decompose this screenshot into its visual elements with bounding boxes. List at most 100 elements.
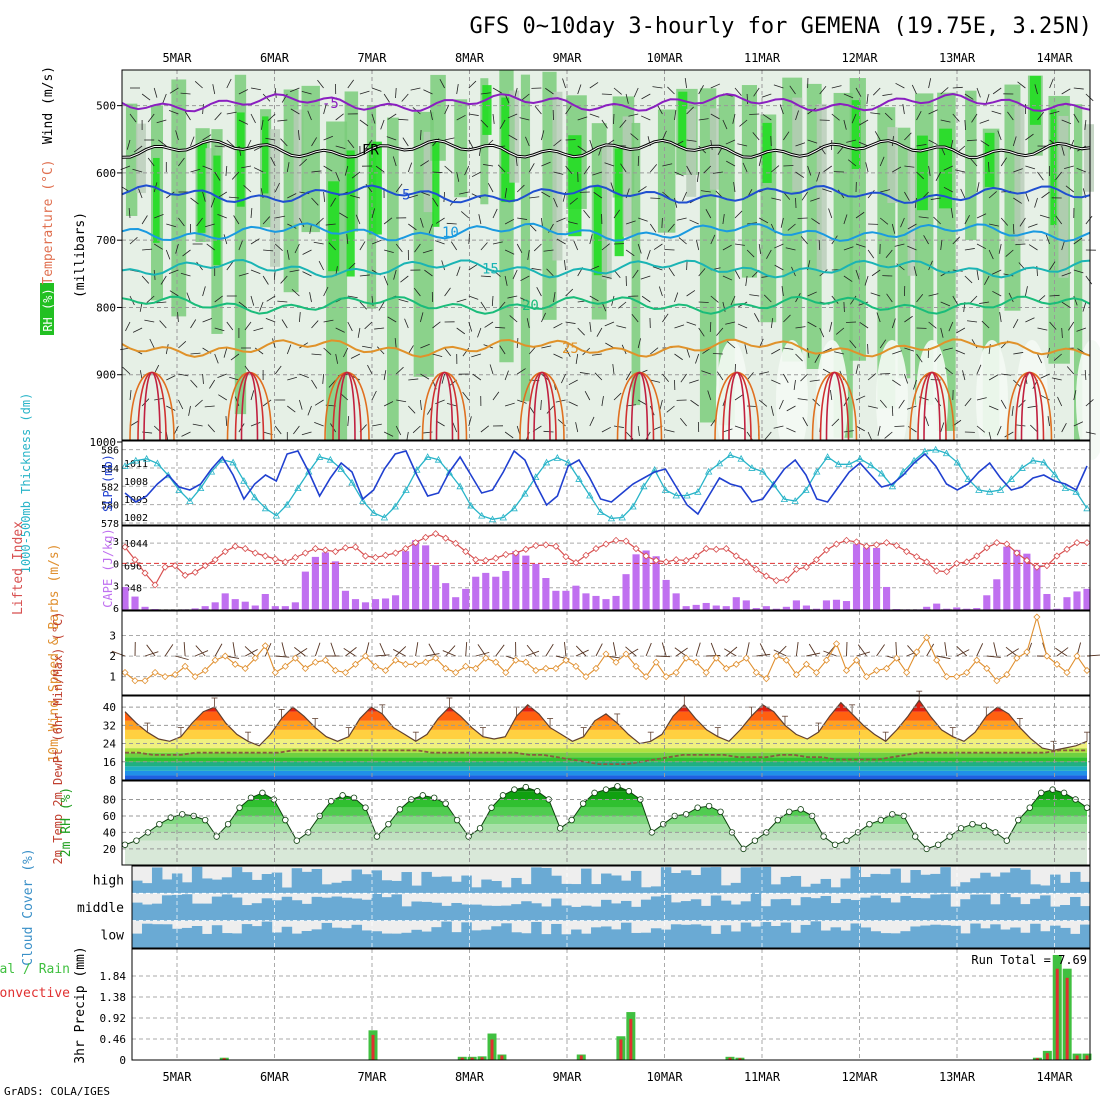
wind-barb <box>250 238 260 245</box>
wind-barb <box>156 119 167 124</box>
wind-barb <box>964 248 975 251</box>
wind-speed-point <box>812 668 821 677</box>
slp-tick-label: 1008 <box>124 477 148 488</box>
cloud-layer-cell <box>241 905 253 921</box>
thickness-point <box>791 497 799 504</box>
wind-barb <box>311 170 322 173</box>
wind-barb <box>521 93 530 101</box>
wind-barb <box>969 295 978 304</box>
temp-contour <box>121 184 1091 204</box>
wind-barb <box>1073 87 1084 90</box>
lifted-index-point <box>251 549 259 557</box>
wind-barb <box>971 113 978 123</box>
wind-barb <box>323 286 329 297</box>
cloud-layer-cell <box>461 904 472 921</box>
precip-convective-bar <box>619 1039 623 1060</box>
wind-barb <box>1049 294 1060 297</box>
cloud-layer-cell <box>720 925 732 948</box>
wind-barb <box>1012 136 1017 147</box>
cloud-layer-cell <box>211 879 223 894</box>
wind-barb <box>579 372 590 375</box>
wind-barb <box>238 89 248 95</box>
wind-barb <box>618 301 627 309</box>
wind-barb <box>690 399 699 407</box>
wind-barb <box>323 104 327 115</box>
cloud-layer-cell <box>800 886 812 894</box>
wind-barb <box>293 425 300 435</box>
wind-barb <box>1049 78 1054 89</box>
wind-barb <box>464 165 470 176</box>
precip-convective-bar <box>1065 977 1069 1060</box>
wind-barb <box>250 87 261 91</box>
wind-barb <box>879 217 889 225</box>
lifted-index-point <box>872 541 881 549</box>
wind-barb <box>210 197 216 208</box>
cape-bar <box>301 571 309 610</box>
wind-speed-point <box>652 658 660 666</box>
wind-barb <box>313 241 324 245</box>
cape-bar <box>993 579 1001 610</box>
boundary-layer-contour <box>825 371 844 441</box>
rh-band <box>125 832 1087 841</box>
thickness-point <box>672 491 680 499</box>
surface-wind-barb <box>986 655 1001 658</box>
wind-barb <box>991 110 1002 115</box>
cloud-layer-cell <box>431 876 442 894</box>
wind-barb <box>601 426 611 433</box>
wind-speed-point <box>391 656 400 664</box>
wind-barb <box>575 353 579 364</box>
wind-barb <box>695 353 700 364</box>
cloud-layer-cell <box>541 867 552 894</box>
cloud-layer-cell <box>511 904 522 921</box>
wind-barb <box>499 119 506 129</box>
wind-barb <box>943 347 953 351</box>
rh-point <box>556 825 564 832</box>
wind-barb <box>159 320 167 329</box>
surface-wind-barb <box>936 655 951 660</box>
wind-barb <box>859 119 869 126</box>
rh-point <box>866 820 873 828</box>
cloud-layer-cell <box>161 895 173 921</box>
cloud-layer-cell <box>690 924 702 948</box>
wind-barb <box>686 347 691 358</box>
surface-wind-barb <box>795 642 799 657</box>
wind-barb <box>742 162 748 173</box>
rh-point <box>625 788 633 795</box>
cloud-layer-cell <box>481 929 492 948</box>
date-label-bottom: 7MAR <box>358 1070 388 1084</box>
wind-barb <box>589 82 599 89</box>
wind-barb <box>976 213 987 219</box>
cape-bar <box>782 606 790 610</box>
cloud-layer-cell <box>990 904 1001 921</box>
wind-speed-point <box>592 664 600 672</box>
wind-barb <box>1073 237 1083 245</box>
thickness-background <box>122 441 1090 525</box>
wind-barb <box>907 223 917 230</box>
lifted-index-point <box>532 542 540 550</box>
lifted-index-point <box>171 562 179 570</box>
wind-barb <box>1017 81 1026 89</box>
wind-barb <box>573 240 579 251</box>
wind-barb <box>238 301 248 309</box>
wind-barb <box>553 171 564 175</box>
wind-barb <box>175 130 179 141</box>
cloud-layer-cell <box>471 887 482 894</box>
rh-shade-high <box>482 85 492 135</box>
wind-barb <box>779 104 784 115</box>
lifted-index-point <box>792 565 800 573</box>
temp-band <box>125 729 1087 739</box>
lifted-index-point <box>622 537 630 545</box>
wind-barb <box>891 318 896 329</box>
ylabel-precip: 3hr Precip (mm) <box>73 946 88 1063</box>
wind-barb <box>904 132 912 141</box>
lifted-index-point <box>672 556 680 564</box>
rh-point <box>1003 837 1011 844</box>
cloud-layer-cell <box>810 921 822 948</box>
cloud-layer-cell <box>151 903 163 921</box>
wind-speed-point <box>181 662 189 670</box>
wind-barb <box>981 320 990 329</box>
wind-barb <box>637 155 640 167</box>
wind-barb <box>928 165 931 176</box>
wind-barb <box>589 321 592 332</box>
cloud-layer-cell <box>451 881 462 894</box>
